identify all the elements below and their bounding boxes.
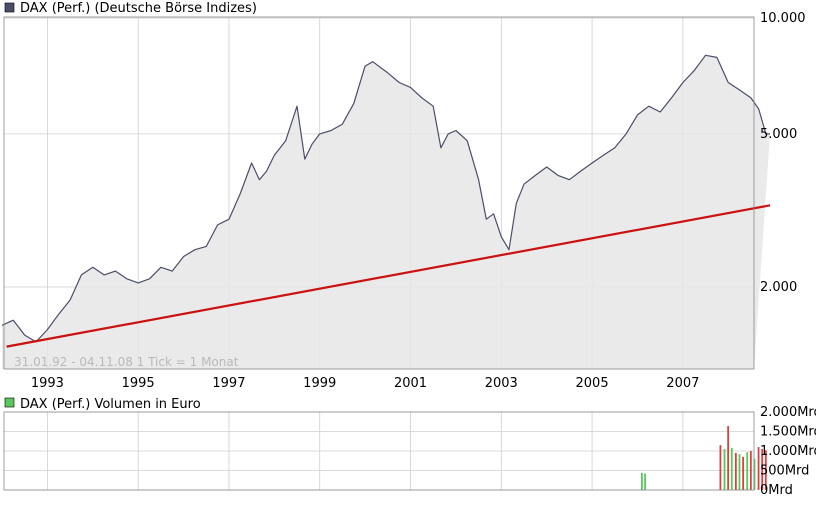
legend-swatch-volume xyxy=(4,397,15,408)
trendline xyxy=(6,204,771,348)
volume-y-tick-label: 2.000Mrd xyxy=(760,405,816,420)
volume-bar xyxy=(730,447,733,490)
volume-plot-border xyxy=(3,411,755,491)
volume-bar xyxy=(761,449,764,490)
volume-bar xyxy=(742,456,745,490)
volume-bar xyxy=(719,445,722,490)
x-tick-label: 1993 xyxy=(31,376,64,391)
volume-chart-title: DAX (Perf.) Volumen in Euro xyxy=(20,397,201,412)
x-tick-label: 2005 xyxy=(576,376,609,391)
y-tick-label: 10.000 xyxy=(760,11,806,26)
volume-bar xyxy=(764,450,767,490)
price-series-line xyxy=(1,54,770,343)
volume-bar xyxy=(723,449,726,490)
price-y-axis: 10.000 5.000 2.000 xyxy=(760,11,806,295)
volume-y-axis: 2.000Mrd 1.500Mrd 1.000Mrd 500Mrd 0Mrd xyxy=(760,405,816,498)
volume-bar xyxy=(757,447,760,490)
volume-bar xyxy=(734,452,737,490)
volume-bar xyxy=(738,454,741,490)
y-tick-label: 2.000 xyxy=(760,280,797,295)
x-tick-label: 1995 xyxy=(122,376,155,391)
x-tick-label: 2001 xyxy=(394,376,427,391)
volume-y-tick-label: 500Mrd xyxy=(760,464,809,479)
volume-bar xyxy=(641,472,643,490)
x-tick-label: 2003 xyxy=(485,376,518,391)
x-tick-label: 1997 xyxy=(212,376,245,391)
volume-bar xyxy=(644,473,646,490)
volume-bar xyxy=(727,426,730,490)
price-x-axis: 1993 1995 1997 1999 2001 2003 2005 2007 xyxy=(31,376,700,391)
volume-bar xyxy=(753,458,756,490)
x-tick-label: 1999 xyxy=(303,376,336,391)
volume-y-tick-label: 1.000Mrd xyxy=(760,444,816,459)
volume-bar xyxy=(749,451,752,490)
price-area-fill xyxy=(2,55,770,370)
price-chart-title: DAX (Perf.) (Deutsche Börse Indizes) xyxy=(20,1,257,16)
legend-swatch-price xyxy=(4,2,15,13)
volume-y-tick-label: 1.500Mrd xyxy=(760,425,816,440)
x-tick-label: 2007 xyxy=(666,376,699,391)
chart-caption: 31.01.92 - 04.11.08 1 Tick = 1 Monat xyxy=(14,355,239,369)
volume-y-tick-label: 0Mrd xyxy=(760,483,793,498)
volume-bar xyxy=(746,452,749,490)
y-tick-label: 5.000 xyxy=(760,127,797,142)
price-plot-border xyxy=(3,16,755,370)
volume-bars xyxy=(641,426,767,490)
